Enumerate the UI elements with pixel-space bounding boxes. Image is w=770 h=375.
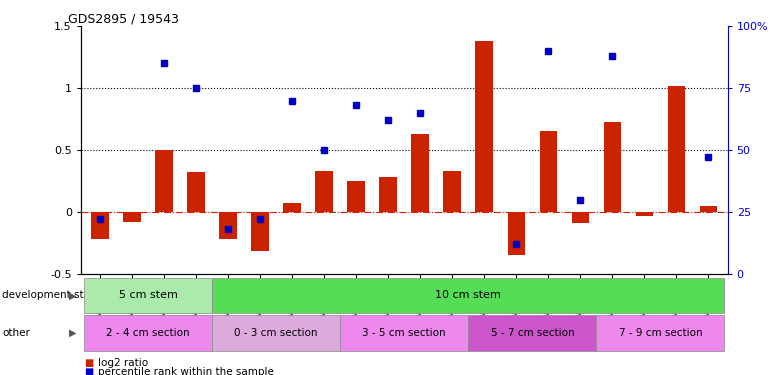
Bar [380,177,397,212]
Text: ▶: ▶ [69,328,76,338]
Bar [316,171,333,212]
Bar [571,212,589,223]
Text: ■: ■ [84,367,93,375]
Bar [540,132,557,212]
Bar [251,212,269,252]
Bar [668,86,685,212]
Text: GDS2895 / 19543: GDS2895 / 19543 [68,12,179,25]
Text: 5 cm stem: 5 cm stem [119,290,178,300]
Text: ▶: ▶ [69,290,76,300]
Text: other: other [2,328,30,338]
Bar [347,181,365,212]
Text: 2 - 4 cm section: 2 - 4 cm section [106,328,190,338]
Bar [283,203,301,212]
Bar [92,212,109,239]
Bar [700,206,717,212]
Text: percentile rank within the sample: percentile rank within the sample [98,367,274,375]
Text: development stage: development stage [2,290,103,300]
Bar [635,212,653,216]
Bar [507,212,525,255]
Bar [604,122,621,212]
Bar [411,134,429,212]
Bar [476,41,493,212]
Bar [156,150,173,212]
Bar [444,171,461,212]
Text: 5 - 7 cm section: 5 - 7 cm section [490,328,574,338]
Text: 10 cm stem: 10 cm stem [435,290,501,300]
Text: 7 - 9 cm section: 7 - 9 cm section [618,328,702,338]
Text: 0 - 3 cm section: 0 - 3 cm section [234,328,318,338]
Text: 3 - 5 cm section: 3 - 5 cm section [363,328,446,338]
Bar [123,212,141,222]
Bar [219,212,237,239]
Bar [187,172,205,212]
Text: log2 ratio: log2 ratio [98,358,148,368]
Text: ■: ■ [84,358,93,368]
